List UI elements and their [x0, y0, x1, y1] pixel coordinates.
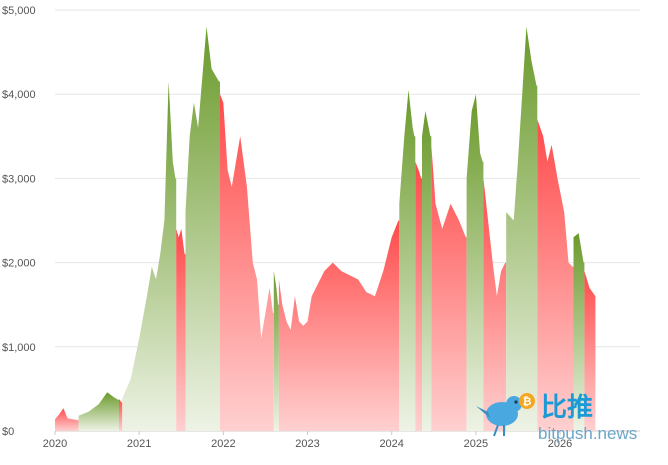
- x-tick-label: 2021: [127, 438, 151, 450]
- area-segment-down: [584, 271, 596, 431]
- x-tick-label: 2025: [464, 438, 488, 450]
- x-tick-label: 2023: [295, 438, 319, 450]
- area-segment-down: [176, 228, 186, 431]
- y-tick-label: $3,000: [2, 173, 36, 185]
- area-segment-down: [278, 220, 400, 431]
- y-tick-label: $4,000: [2, 89, 36, 101]
- watermark-domain-text: bitpush.news: [538, 424, 637, 443]
- x-tick-label: 2026: [548, 438, 572, 450]
- x-tick-label: 2020: [43, 438, 67, 450]
- watermark-chinese-text: 比推: [541, 393, 593, 423]
- x-tick-label: 2022: [211, 438, 235, 450]
- area-segment-up: [422, 111, 432, 431]
- area-segment-up: [273, 271, 279, 431]
- bird-logo-icon: [476, 396, 528, 437]
- bitpush-watermark: ₿ 比推 bitpush.news: [476, 393, 637, 443]
- area-segment-up: [78, 392, 119, 431]
- area-segment-down: [537, 119, 574, 431]
- y-tick-label: $0: [2, 426, 14, 438]
- area-segment-up: [185, 26, 220, 432]
- area-segment-down: [415, 161, 422, 431]
- coin-glyph: ₿: [523, 396, 532, 408]
- area-segment-down: [55, 408, 79, 431]
- area-segment-up: [122, 81, 177, 431]
- area-segment-up: [466, 94, 484, 431]
- area-segment-down: [119, 399, 123, 431]
- y-tick-label: $1,000: [2, 342, 36, 354]
- x-tick-label: 2024: [379, 438, 403, 450]
- area-segment-up: [573, 233, 585, 431]
- area-segment-up: [506, 26, 538, 432]
- area-segment-up: [399, 90, 416, 431]
- area-segment-down: [220, 94, 274, 431]
- y-tick-label: $2,000: [2, 258, 36, 270]
- area-segment-down: [431, 144, 467, 431]
- y-tick-label: $5,000: [2, 5, 36, 17]
- tick-labels: $0 $1,000 $2,000 $3,000 $4,000 $5,000 2020 2021…: [2, 5, 572, 450]
- area-segment-down: [483, 178, 507, 431]
- bitcoin-coin-icon: ₿: [519, 393, 535, 409]
- area-segments: [55, 26, 596, 432]
